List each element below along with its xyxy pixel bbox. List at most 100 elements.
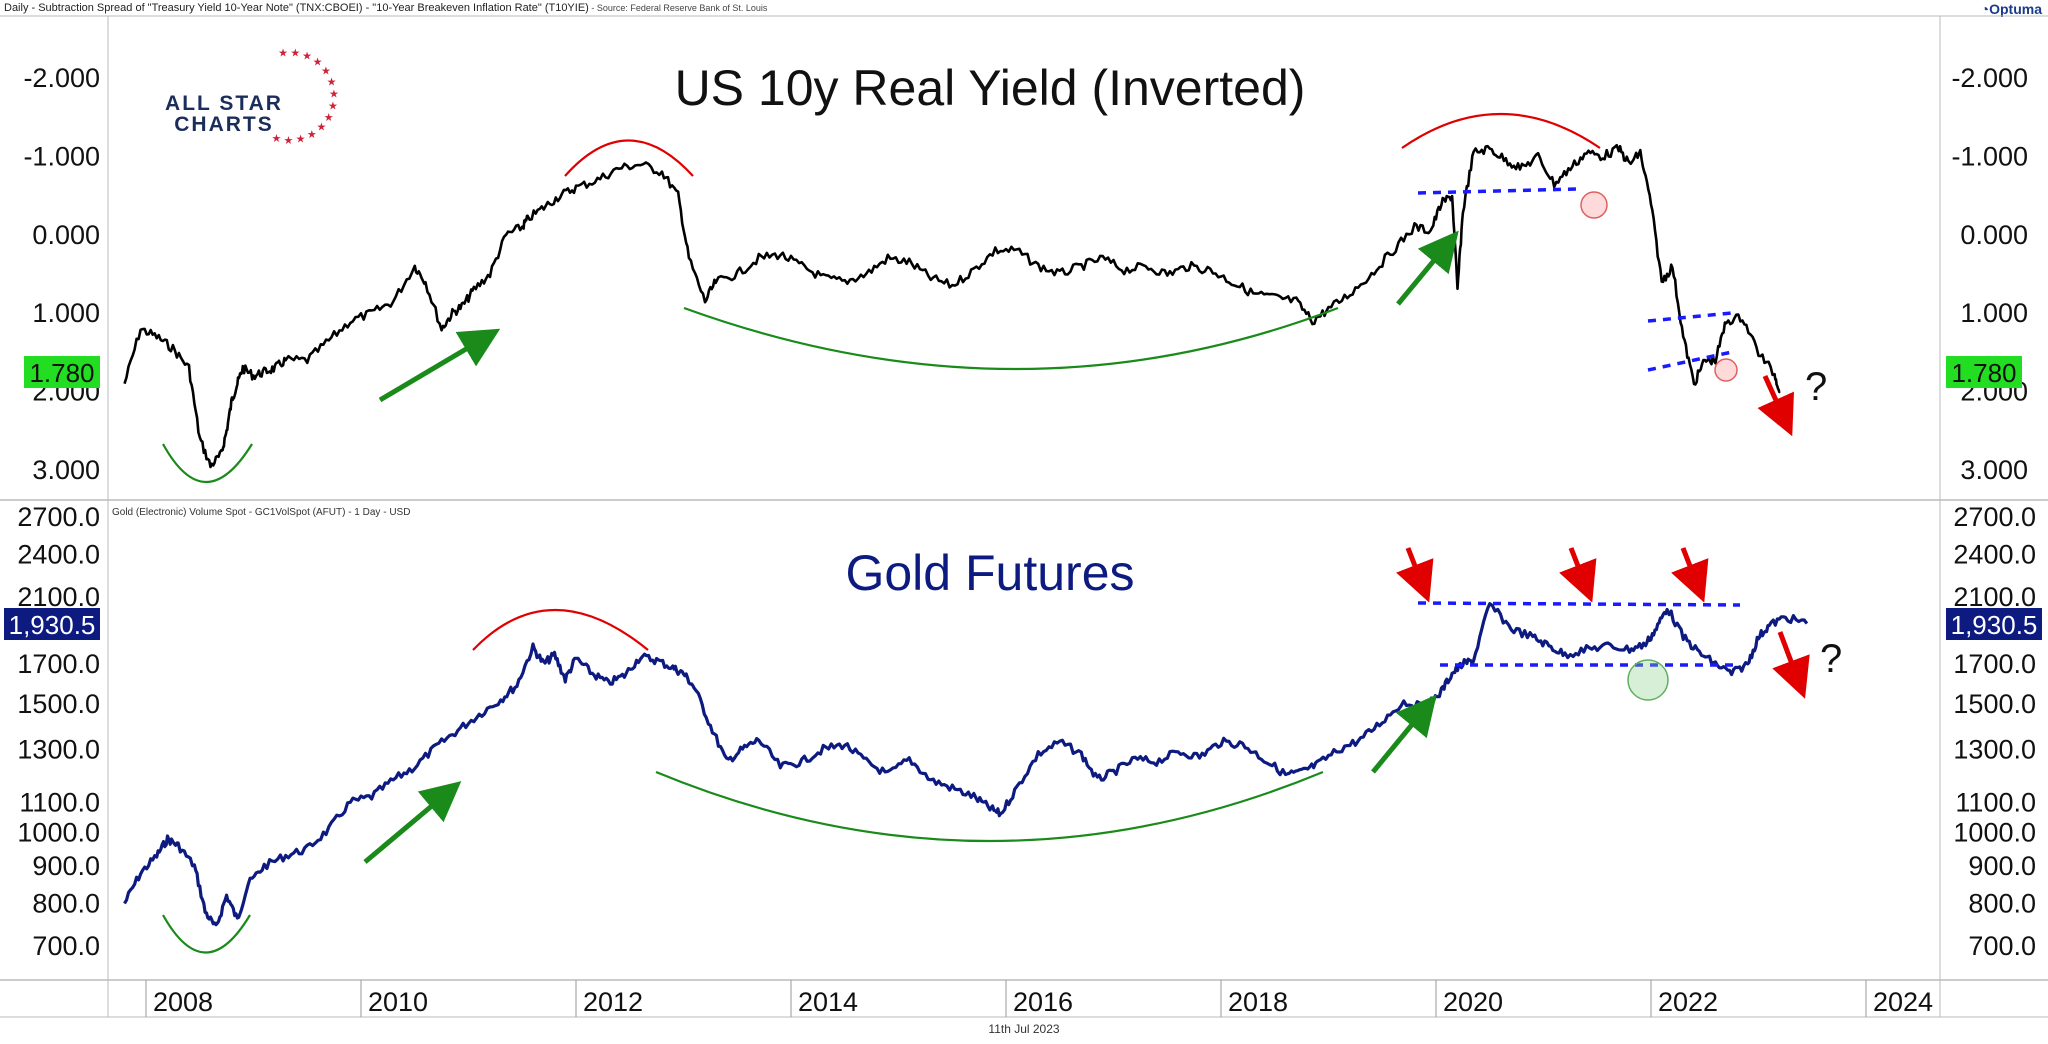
logo-star: ★ <box>283 135 293 147</box>
logo-star: ★ <box>317 122 327 134</box>
x-tick-label: 2024 <box>1873 987 1933 1017</box>
green-arc-2013-2019-bottom <box>655 770 1324 843</box>
logo-star: ★ <box>271 133 281 145</box>
red-circle-top-2023 <box>1714 358 1738 382</box>
y-tick-label-right-top: 0.000 <box>1960 220 2028 250</box>
red-arrow-top-2023 <box>1757 374 1794 437</box>
red-arrow-bottom-1 <box>1396 547 1434 603</box>
header-source: - Source: Federal Reserve Bank of St. Lo… <box>588 3 768 13</box>
gold-panel-header: Gold (Electronic) Volume Spot - GC1VolSp… <box>112 507 410 518</box>
x-tick-label: 2014 <box>798 987 858 1017</box>
y-tick-label-left-bottom: 1500.0 <box>17 689 100 719</box>
green-arrow-top-2020 <box>1396 230 1459 306</box>
logo-star: ★ <box>329 88 339 100</box>
logo-star: ★ <box>327 76 337 88</box>
y-tick-label-left-top: -2.000 <box>23 63 100 93</box>
support-line-top-2021 <box>1417 187 1579 195</box>
logo-stars: ★ ★ ★★★★★★★★★★★★ <box>271 47 339 147</box>
y-tick-label-left-bottom: 1300.0 <box>17 734 100 764</box>
y-tick-label-right-top: 1.000 <box>1960 298 2028 328</box>
last-value-badge-left-top: 1.780 <box>24 356 100 388</box>
y-tick-label-left-bottom: 1000.0 <box>17 818 100 848</box>
green-arrow-bottom-2010 <box>363 781 462 864</box>
header-text: Daily - Subtraction Spread of "Treasury … <box>4 2 589 14</box>
allstar-logo: ALL STAR CHARTS ★ ★ ★★★★★★★★★★★★ <box>165 47 339 147</box>
logo-star: ★ <box>296 134 306 146</box>
y-tick-label-right-bottom: 1300.0 <box>1953 734 2036 764</box>
y-tick-label-right-bottom: 2700.0 <box>1953 502 2036 532</box>
optuma-brand: ◔Optuma <box>1981 1 2042 17</box>
logo-star: ★ <box>324 112 334 124</box>
logo-line2: CHARTS <box>174 113 274 136</box>
brand-icon: ◔ <box>1980 1 1990 17</box>
last-value-left-bottom: 1,930.5 <box>9 610 96 640</box>
logo-star: ★ <box>321 66 331 78</box>
y-tick-label-left-top: 3.000 <box>32 455 100 485</box>
green-arc-2013-2019-top <box>683 306 1339 371</box>
y-tick-label-right-bottom: 1100.0 <box>1955 787 2036 817</box>
date-label: 11th Jul 2023 <box>988 1022 1059 1036</box>
red-arc-2021-top <box>1401 112 1601 149</box>
last-value-left-top: 1.780 <box>29 358 94 388</box>
green-circle-gold-2022 <box>1627 659 1669 701</box>
y-tick-label-left-top: 0.000 <box>32 220 100 250</box>
real-yield-line <box>123 143 1781 469</box>
y-tick-label-left-bottom: 800.0 <box>32 889 100 919</box>
y-tick-label-right-bottom: 1000.0 <box>1953 818 2036 848</box>
y-tick-label-left-top: -1.000 <box>23 141 100 171</box>
y-tick-label-left-top: 1.000 <box>32 298 100 328</box>
last-value-badge-left-bottom: 1,930.5 <box>4 608 100 640</box>
y-tick-label-left-bottom: 2100.0 <box>17 582 100 612</box>
x-tick-label: 2016 <box>1013 987 1073 1017</box>
red-arrow-bottom-4 <box>1772 631 1810 699</box>
y-tick-label-right-bottom: 700.0 <box>1968 931 2036 961</box>
last-value-right-bottom: 1,930.5 <box>1951 610 2038 640</box>
y-tick-label-left-bottom: 700.0 <box>32 931 100 961</box>
green-arc-2008-bottom <box>162 914 251 954</box>
red-arc-2012-top <box>564 139 694 177</box>
question-mark-bottom: ? <box>1820 637 1842 681</box>
y-tick-label-right-bottom: 1700.0 <box>1953 649 2036 679</box>
axes-layer: 2008 2010 2012 2014 2016 2018 2020 2022 2024 -2.0… <box>17 63 2036 1017</box>
y-tick-label-right-top: -1.000 <box>1951 141 2028 171</box>
y-tick-label-left-bottom: 1700.0 <box>17 649 100 679</box>
annotation-layer <box>162 112 1810 954</box>
red-circle-top-2022 <box>1580 191 1608 219</box>
red-arrow-bottom-3 <box>1671 547 1709 603</box>
y-tick-label-right-top: 3.000 <box>1960 455 2028 485</box>
brand-name: Optuma <box>1989 1 2042 17</box>
logo-line1: ALL STAR <box>165 92 283 115</box>
y-tick-label-right-bottom: 1500.0 <box>1953 689 2036 719</box>
x-tick-label: 2022 <box>1658 987 1718 1017</box>
question-mark-top: ? <box>1805 365 1827 409</box>
last-value-right-top: 1.780 <box>1951 358 2016 388</box>
last-value-badge-right-top: 1.780 <box>1946 356 2022 388</box>
y-tick-label-left-bottom: 1100.0 <box>19 787 100 817</box>
red-arc-2012-bottom <box>472 609 649 651</box>
x-tick-label: 2008 <box>153 987 213 1017</box>
green-arrow-bottom-2020 <box>1371 694 1437 774</box>
logo-star: ★ <box>328 100 338 112</box>
chart-header: Daily - Subtraction Spread of "Treasury … <box>4 2 767 14</box>
x-tick-label: 2012 <box>583 987 643 1017</box>
y-tick-label-right-bottom: 2400.0 <box>1953 539 2036 569</box>
y-tick-label-right-bottom: 900.0 <box>1968 851 2036 881</box>
title-real-yield: US 10y Real Yield (Inverted) <box>675 60 1306 116</box>
red-arrow-bottom-2 <box>1559 547 1597 603</box>
gold-line <box>123 602 1809 927</box>
channel-upper-top <box>1647 311 1733 323</box>
x-tick-label: 2010 <box>368 987 428 1017</box>
x-tick-label: 2020 <box>1443 987 1503 1017</box>
green-arc-2008-top <box>162 443 253 483</box>
logo-star: ★ <box>290 47 300 59</box>
y-tick-label-left-bottom: 900.0 <box>32 851 100 881</box>
y-tick-label-right-bottom: 800.0 <box>1968 889 2036 919</box>
logo-star: ★ <box>278 48 288 60</box>
y-tick-label-right-top: -2.000 <box>1951 63 2028 93</box>
last-value-badge-right-bottom: 1,930.5 <box>1946 608 2042 640</box>
logo-star: ★ <box>313 57 323 69</box>
y-tick-label-right-bottom: 2100.0 <box>1953 582 2036 612</box>
y-tick-label-left-bottom: 2400.0 <box>17 539 100 569</box>
